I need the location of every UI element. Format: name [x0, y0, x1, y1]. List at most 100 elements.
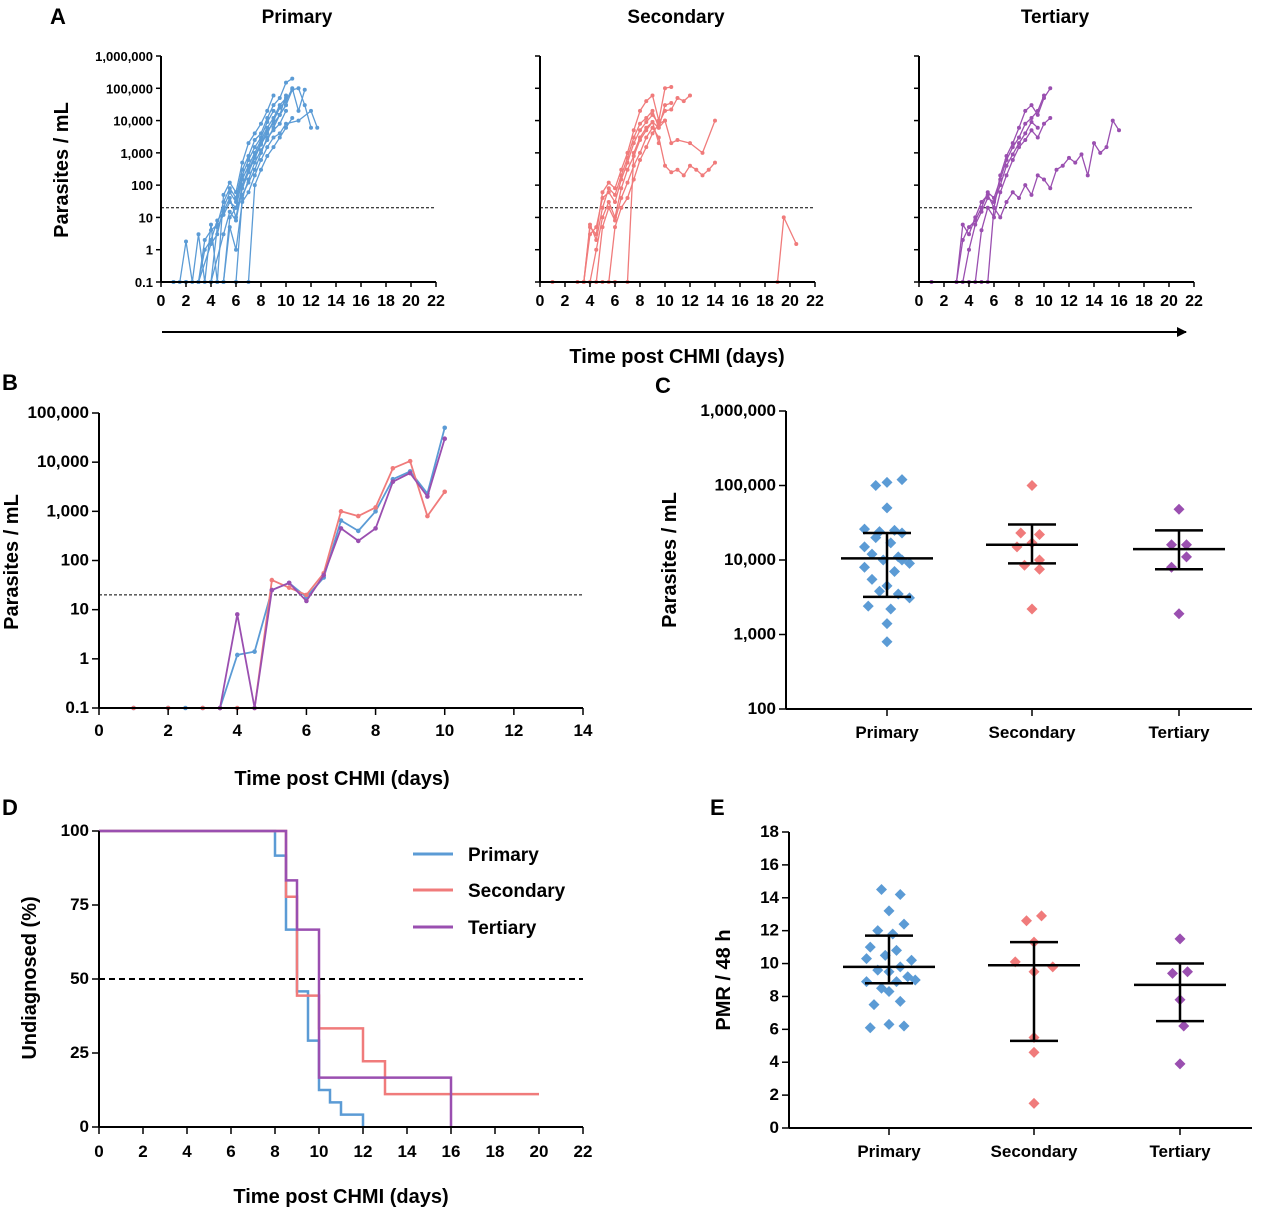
panel-e-primary-point: [891, 944, 902, 956]
panel-c-primary-point: [881, 476, 893, 488]
panel-a-primary-data-point: [227, 190, 232, 195]
panel-c-primary-point: [866, 548, 878, 560]
panel-b-plot: 0.1 1 10 100 1,000 10,000 100,000 0 2 4 6 8 10 12 14: [28, 403, 593, 740]
panel-a-secondary-data-point: [638, 128, 642, 133]
panel-a-secondary-data-point: [656, 121, 661, 126]
panel-b-tertiary-point: [286, 580, 292, 586]
panel-a-primary-data-point: [252, 167, 257, 172]
panel-a-secondary-data-point: [650, 112, 655, 117]
panel-d-xlabel: Time post CHMI (days): [233, 1186, 448, 1208]
panel-a-tertiary-data-point: [1110, 118, 1115, 123]
panel-e-tertiary-point: [1174, 933, 1186, 945]
panel-a-primary-data-point: [252, 138, 257, 143]
panel-label-c: C: [655, 373, 671, 398]
panel-a-secondary-data-point: [631, 141, 636, 146]
panel-c-tertiary-point: [1173, 503, 1185, 515]
panel-d-xtick-label: 2: [138, 1142, 147, 1161]
panel-a-ylabel: Parasites / mL: [51, 102, 73, 238]
panel-a-primary-data-point: [265, 125, 270, 130]
panel-c-primary-point: [881, 618, 893, 630]
panel-e-ytick-label: 10: [760, 954, 779, 973]
panel-a-secondary-data-point: [600, 190, 605, 195]
panel-b-primary-point: [373, 509, 378, 514]
panel-a-primary-data-point: [252, 160, 257, 165]
panel-a-secondary-data-point: [663, 86, 667, 91]
panel-b-primary-point: [355, 528, 361, 534]
panel-e-secondary-point: [1021, 915, 1032, 927]
panel-c-secondary-point: [1034, 528, 1045, 540]
panel-a-primary-data-point: [315, 125, 320, 130]
panel-c-primary-point: [870, 532, 882, 544]
panel-a-tertiary-data-point: [985, 205, 990, 210]
panel-a-primary-data-point: [271, 103, 276, 108]
panel-a-tertiary-data-point: [1023, 183, 1028, 188]
panel-a-primary-xtick-label: 14: [327, 293, 345, 310]
panel-a-secondary-data-point: [625, 167, 630, 172]
panel-a-secondary-data-point: [706, 167, 711, 172]
panel-a-tertiary-data-point: [1067, 155, 1071, 160]
panel-a-secondary-xtick-label: 8: [636, 293, 645, 310]
panel-a-secondary-data-point: [625, 195, 630, 200]
panel-a-tertiary-data-point: [998, 183, 1003, 188]
panel-a-tertiary-data-point: [1048, 86, 1053, 91]
panel-c-primary-point: [859, 561, 870, 573]
panel-a-primary-data-point: [240, 186, 245, 191]
panel-b-primary-point: [252, 649, 257, 654]
panel-a-primary-data-point: [227, 225, 232, 230]
panel-b-tertiary-line: [219, 438, 446, 709]
panel-d-ytick-label: 25: [70, 1043, 89, 1062]
panel-a-tertiary-data-point: [1042, 121, 1046, 126]
panel-a-primary-data-point: [296, 118, 301, 123]
panel-c-xtick-label: Primary: [855, 723, 919, 742]
panel-a-primary-data-point: [209, 237, 213, 242]
panel-a-primary-data-point: [246, 163, 251, 168]
panel-e-secondary-point: [1028, 1097, 1040, 1109]
panel-e-primary-point: [883, 986, 895, 998]
panel-a-primary-data-point: [246, 141, 251, 146]
panel-b-ytick-label: 1: [80, 649, 89, 668]
panel-c-primary-point: [896, 474, 908, 486]
panel-a-tertiary-data-point: [1035, 125, 1040, 130]
panel-a-secondary-data-point: [613, 218, 617, 223]
panel-c-ytick-label: 10,000: [724, 550, 776, 569]
panel-b-secondary-point: [373, 505, 378, 510]
panel-a-primary-data-point: [277, 131, 282, 136]
panel-e-primary-point: [883, 1018, 895, 1030]
panel-a-primary-xtick-label: 0: [157, 293, 166, 310]
panel-a-primary-ytick-label: 1: [146, 243, 153, 258]
panel-a-tertiary-data-point: [1004, 173, 1009, 178]
panel-a-tertiary-data-point: [1017, 141, 1021, 146]
panel-a-tertiary-data-point: [1010, 141, 1015, 146]
panel-a-primary-data-point: [271, 135, 276, 140]
panel-a-primary-data-point: [271, 145, 276, 150]
panel-a-secondary-data-point: [688, 141, 692, 146]
panel-b-primary-point: [234, 652, 240, 658]
panel-a-primary-data-point: [259, 148, 263, 153]
panel-a-secondary-data-point: [644, 145, 649, 150]
panel-a-tertiary-data-point: [1035, 173, 1040, 178]
panel-a-primary-ytick-label: 1,000: [120, 146, 153, 161]
panel-a-primary: Primary 0.11101001,00010,000100,0001,000…: [95, 7, 445, 310]
panel-b-xtick-label: 6: [302, 721, 311, 740]
panel-b-xtick-label: 12: [504, 721, 523, 740]
panel-a-secondary-data-point: [688, 93, 692, 98]
panel-a-secondary-data-point: [650, 131, 655, 136]
panel-d-ytick-label: 100: [61, 821, 89, 840]
panel-d: Undiagnosed (%) Time post CHMI (days) 0 2…: [19, 821, 592, 1208]
panel-a-secondary-series-line: [583, 102, 672, 283]
panel-a-secondary-data-point: [656, 125, 661, 130]
panel-a-primary-data-point: [252, 150, 257, 155]
panel-c-ytick-label: 100,000: [715, 476, 776, 495]
panel-a-secondary-data-point: [663, 163, 667, 168]
panel-a-secondary-data-point: [613, 225, 617, 230]
panel-a-primary-data-point: [227, 209, 232, 214]
panel-a-secondary-data-point: [656, 141, 661, 146]
panel-a-tertiary-data-point: [1004, 163, 1009, 168]
panel-b-ytick-label: 0.1: [65, 698, 89, 717]
panel-c-plot: 100 1,000 10,000 100,000 1,000,000 Primary Sec…: [700, 401, 1252, 742]
panel-d-xtick-label: 4: [182, 1142, 192, 1161]
panel-a-secondary-data-point: [644, 116, 649, 121]
panel-e-ytick-label: 4: [770, 1052, 780, 1071]
panel-d-xtick-label: 0: [94, 1142, 103, 1161]
panel-a-primary-data-point: [234, 218, 238, 223]
